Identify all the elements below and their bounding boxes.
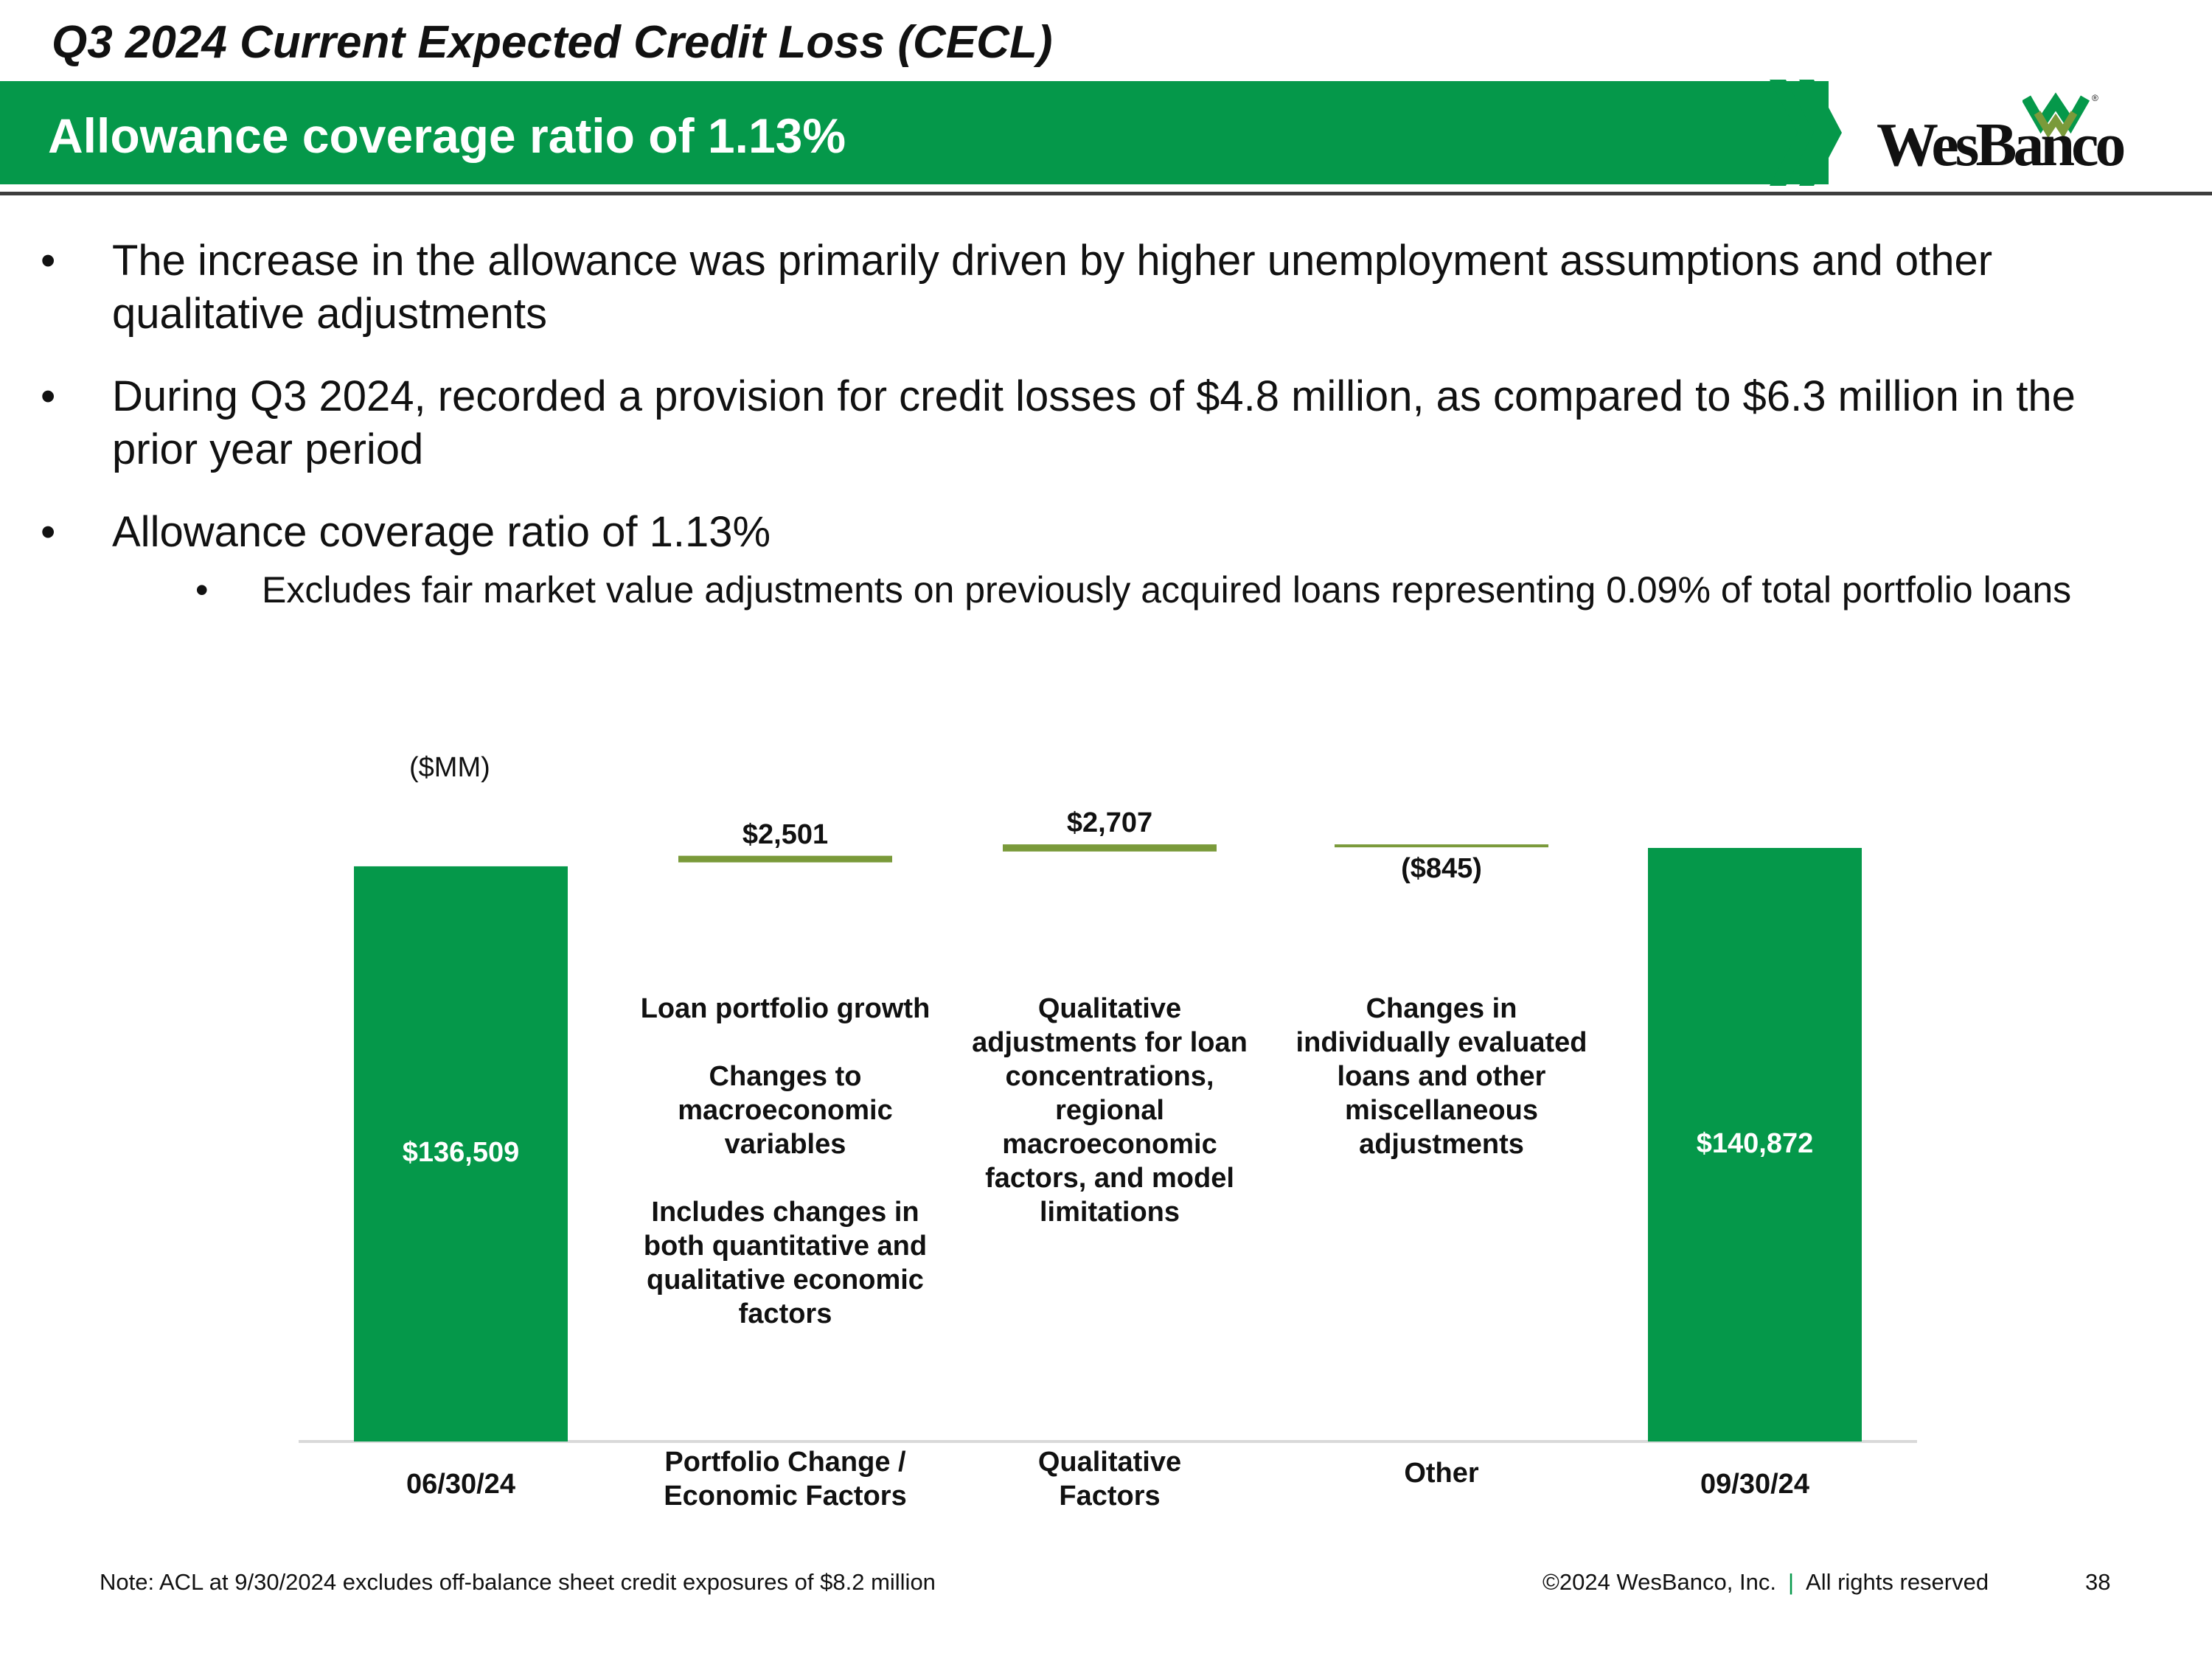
category-label: Qualitative Factors [1037,1447,1182,1512]
total-bar [354,866,568,1441]
decrease-bar [1335,844,1548,848]
bullet-dot: • [195,569,209,611]
bullet-item: • The increase in the allowance was prim… [41,234,2120,341]
increase-bar [1003,844,1217,852]
sub-bullet-item: • Excludes fair market value adjustments… [41,566,2120,613]
value-label: $136,509 [402,1136,520,1168]
value-label: $2,501 [742,818,829,850]
value-label: $2,707 [1066,807,1153,839]
bullet-list: • The increase in the allowance was prim… [41,234,2120,613]
logo-wordmark: WesBanco [1877,111,2126,179]
bullet-item: • During Q3 2024, recorded a provision f… [41,370,2120,476]
logo-w-mark-icon: ® [2023,92,2098,139]
category-label: 06/30/24 [406,1469,515,1500]
bar-description: Loan portfolio growth Changes to macroec… [640,993,931,1329]
title-banner: Allowance coverage ratio of 1.13% [0,81,1829,184]
bullet-text: The increase in the allowance was primar… [112,237,1993,338]
category-label: Portfolio Change / Economic Factors [664,1447,907,1512]
bullet-dot: • [41,237,56,285]
chart-canvas [299,844,1917,1443]
bullet-dot: • [41,372,56,420]
copyright-text: ©2024 WesBanco, Inc. [1543,1569,1776,1595]
banner-divider [0,192,2212,195]
total-bar [1648,848,1862,1441]
wesbanco-logo: ® WesBanco [1877,85,2142,181]
footnote: Note: ACL at 9/30/2024 excludes off-bala… [100,1569,936,1595]
category-label: Other [1404,1458,1479,1489]
chevron-arrows-icon [1770,80,1842,186]
increase-bar [678,855,892,863]
copyright: ©2024 WesBanco, Inc. | All rights reserved [1543,1569,1989,1596]
bar-description: Qualitative adjustments for loan concent… [972,993,1248,1228]
value-label: $140,872 [1696,1127,1814,1159]
footer-separator: | [1787,1569,1795,1595]
bar-description: Changes in individually evaluated loans … [1295,993,1587,1160]
value-label: ($845) [1401,853,1482,885]
banner-title: Allowance coverage ratio of 1.13% [48,108,846,163]
category-label: 09/30/24 [1700,1469,1809,1500]
rights-text: All rights reserved [1806,1569,1989,1595]
bullet-dot: • [41,508,56,556]
unit-label: ($MM) [409,752,490,783]
bullet-text: Excludes fair market value adjustments o… [262,569,2072,611]
bullet-item: • Allowance coverage ratio of 1.13% [41,506,2120,559]
bullet-text: Allowance coverage ratio of 1.13% [112,508,771,556]
bullet-text: During Q3 2024, recorded a provision for… [112,372,2076,473]
registered-mark: ® [2092,93,2098,103]
page-number: 38 [2085,1569,2111,1595]
page-title: Q3 2024 Current Expected Credit Loss (CE… [52,17,1053,68]
waterfall-chart: ($MM) $136,509 06/30/24 $2,501 Loan portfol… [0,737,2212,1548]
